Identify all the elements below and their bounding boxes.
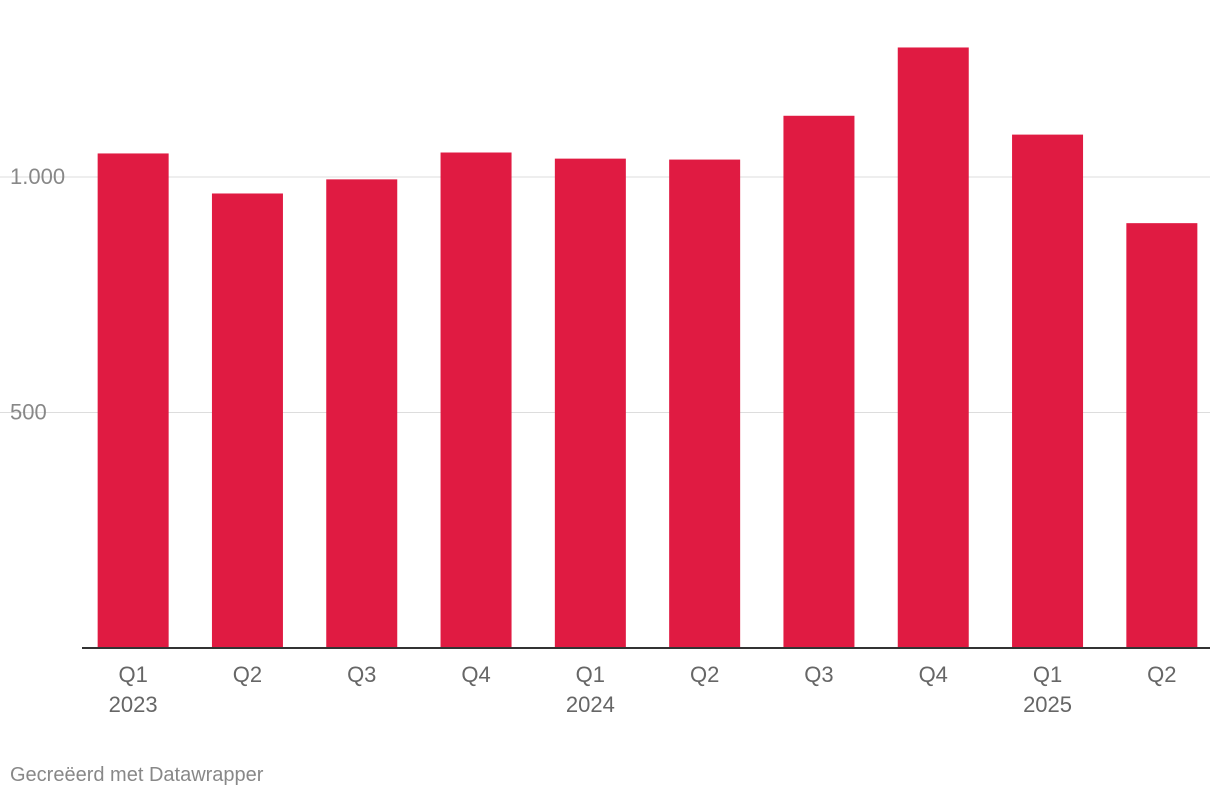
x-tick-year-label: 2024: [566, 692, 615, 717]
bar-0: [97, 153, 169, 648]
x-tick-label: Q2: [1147, 662, 1176, 687]
x-tick-year-label: 2023: [109, 692, 158, 717]
y-tick-label: 1.000: [10, 164, 65, 189]
x-tick-label: Q2: [690, 662, 719, 687]
x-tick-label: Q1: [1033, 662, 1062, 687]
label-layer: 500 1.000 Q1 2023 Q2 Q3 Q4 Q1 2024 Q2 Q3 Q4 Q1 2025 Q2: [10, 164, 1177, 717]
bar-3: [440, 152, 512, 648]
bar-6: [783, 115, 855, 648]
footer-credit: Gecreëerd met Datawrapper: [10, 764, 264, 786]
x-tick-year-label: 2025: [1023, 692, 1072, 717]
bar-8: [1012, 134, 1084, 649]
x-tick-label: Q4: [919, 662, 948, 687]
x-tick-label: Q3: [804, 662, 833, 687]
bar-layer: [97, 47, 1198, 649]
x-tick-label: Q4: [461, 662, 490, 687]
bar-1: [211, 193, 283, 649]
x-tick-label: Q1: [576, 662, 605, 687]
bar-9: [1126, 223, 1198, 648]
x-tick-label: Q2: [233, 662, 262, 687]
bar-5: [669, 159, 741, 648]
bar-2: [326, 179, 398, 649]
bar-4: [554, 158, 626, 649]
y-tick-label: 500: [10, 400, 47, 425]
x-tick-label: Q1: [118, 662, 147, 687]
bar-7: [897, 47, 969, 649]
x-tick-label: Q3: [347, 662, 376, 687]
